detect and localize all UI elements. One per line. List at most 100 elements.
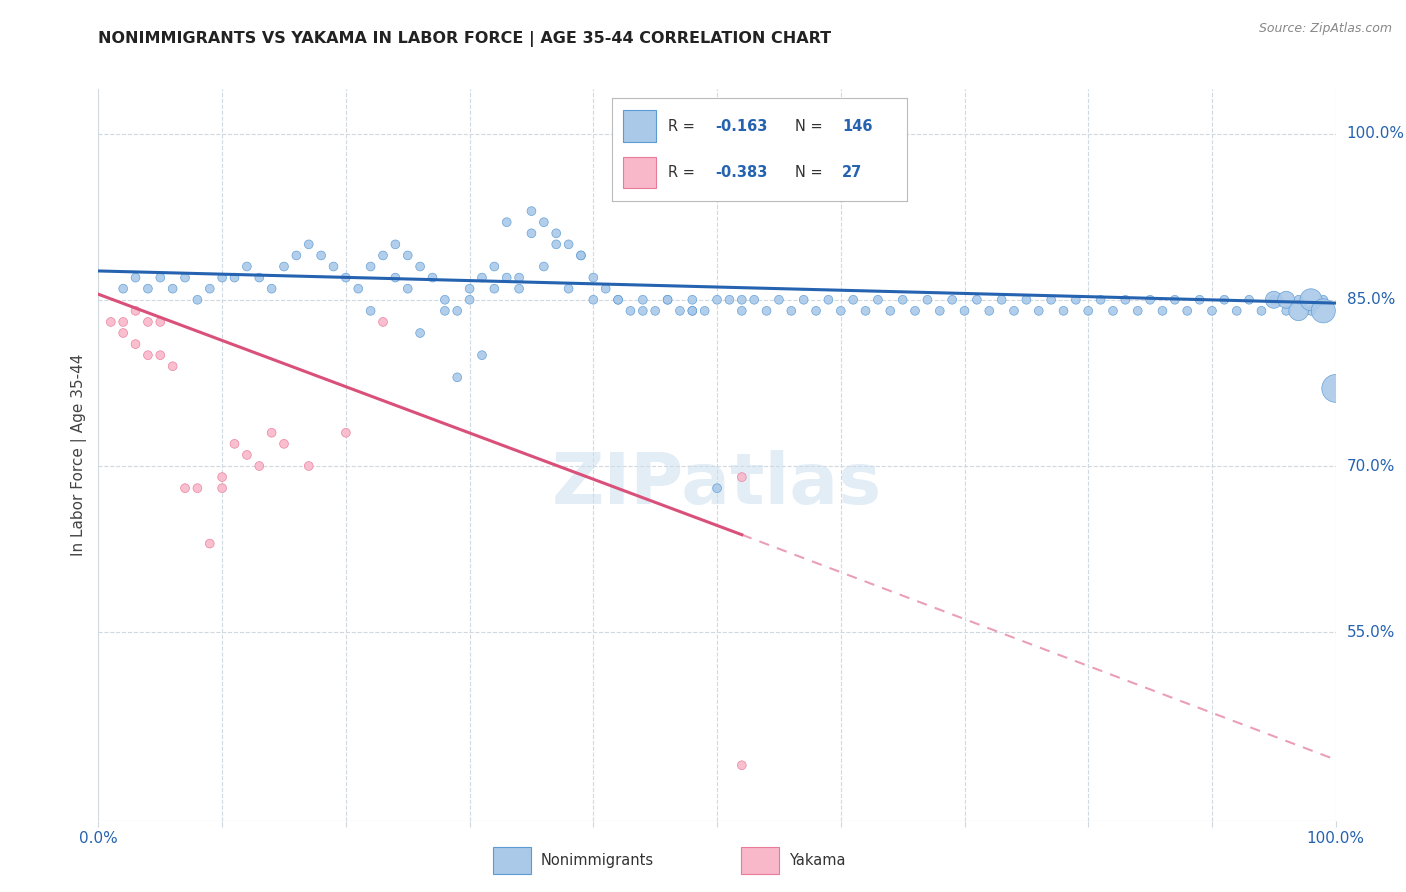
Text: NONIMMIGRANTS VS YAKAMA IN LABOR FORCE | AGE 35-44 CORRELATION CHART: NONIMMIGRANTS VS YAKAMA IN LABOR FORCE |…: [98, 31, 831, 47]
Point: [186, 481, 208, 495]
Text: 27: 27: [842, 165, 862, 180]
FancyBboxPatch shape: [623, 157, 655, 188]
Point: [1188, 293, 1211, 307]
FancyBboxPatch shape: [492, 847, 531, 874]
Point: [1250, 303, 1272, 318]
Point: [891, 293, 914, 307]
Text: 146: 146: [842, 119, 872, 134]
Point: [979, 303, 1001, 318]
Point: [1213, 293, 1236, 307]
Text: Yakama: Yakama: [789, 854, 845, 868]
FancyBboxPatch shape: [741, 847, 779, 874]
Point: [422, 270, 444, 285]
Point: [224, 437, 246, 451]
Point: [371, 248, 394, 262]
Point: [718, 293, 741, 307]
Point: [780, 303, 803, 318]
Point: [298, 458, 321, 473]
Point: [731, 303, 754, 318]
Point: [1090, 293, 1112, 307]
Point: [533, 260, 555, 274]
Text: -0.163: -0.163: [716, 119, 768, 134]
Point: [396, 282, 419, 296]
Point: [1288, 303, 1310, 318]
Point: [731, 470, 754, 484]
Point: [149, 270, 172, 285]
Point: [1299, 303, 1322, 318]
Text: -0.383: -0.383: [716, 165, 768, 180]
Point: [546, 237, 568, 252]
Point: [681, 303, 703, 318]
Point: [124, 337, 146, 351]
Text: 70.0%: 70.0%: [1347, 458, 1395, 474]
Text: N =: N =: [794, 165, 827, 180]
Point: [793, 293, 815, 307]
Point: [1164, 293, 1187, 307]
Point: [631, 303, 654, 318]
Point: [1139, 293, 1161, 307]
Point: [866, 293, 889, 307]
Point: [1002, 303, 1025, 318]
Point: [1288, 293, 1310, 307]
Point: [446, 370, 468, 384]
Point: [174, 270, 197, 285]
Point: [1077, 303, 1099, 318]
Point: [211, 470, 233, 484]
Point: [273, 437, 295, 451]
Point: [842, 293, 865, 307]
Point: [1201, 303, 1223, 318]
Point: [360, 303, 382, 318]
Point: [335, 270, 357, 285]
Point: [396, 248, 419, 262]
Point: [706, 293, 728, 307]
Point: [569, 248, 592, 262]
Point: [520, 204, 543, 219]
Point: [520, 227, 543, 241]
Point: [1064, 293, 1087, 307]
Point: [669, 303, 692, 318]
Point: [1263, 293, 1285, 307]
Point: [149, 348, 172, 362]
Text: 100.0%: 100.0%: [1347, 126, 1405, 141]
Point: [174, 481, 197, 495]
Point: [335, 425, 357, 440]
Text: ZIPatlas: ZIPatlas: [553, 450, 882, 518]
Point: [112, 326, 135, 340]
Point: [657, 293, 679, 307]
Point: [1275, 303, 1298, 318]
Point: [855, 303, 877, 318]
Text: N =: N =: [794, 119, 827, 134]
Point: [917, 293, 939, 307]
Point: [508, 282, 530, 296]
Point: [236, 448, 259, 462]
Point: [1237, 293, 1260, 307]
Point: [1052, 303, 1074, 318]
Point: [285, 248, 308, 262]
Point: [904, 303, 927, 318]
Point: [1040, 293, 1063, 307]
Text: Nonimmigrants: Nonimmigrants: [540, 854, 654, 868]
Point: [742, 293, 765, 307]
Text: R =: R =: [668, 119, 699, 134]
Point: [1102, 303, 1125, 318]
Point: [495, 215, 517, 229]
Point: [1312, 293, 1334, 307]
Point: [471, 348, 494, 362]
Point: [595, 282, 617, 296]
Point: [693, 303, 716, 318]
Point: [198, 282, 221, 296]
Point: [546, 227, 568, 241]
Point: [260, 282, 283, 296]
Point: [409, 260, 432, 274]
Point: [124, 270, 146, 285]
Point: [804, 303, 827, 318]
Point: [149, 315, 172, 329]
Point: [631, 293, 654, 307]
Point: [1114, 293, 1136, 307]
Point: [1152, 303, 1174, 318]
Point: [1015, 293, 1038, 307]
Text: Source: ZipAtlas.com: Source: ZipAtlas.com: [1258, 22, 1392, 36]
Point: [533, 215, 555, 229]
Text: 55.0%: 55.0%: [1347, 624, 1395, 640]
Point: [136, 282, 159, 296]
